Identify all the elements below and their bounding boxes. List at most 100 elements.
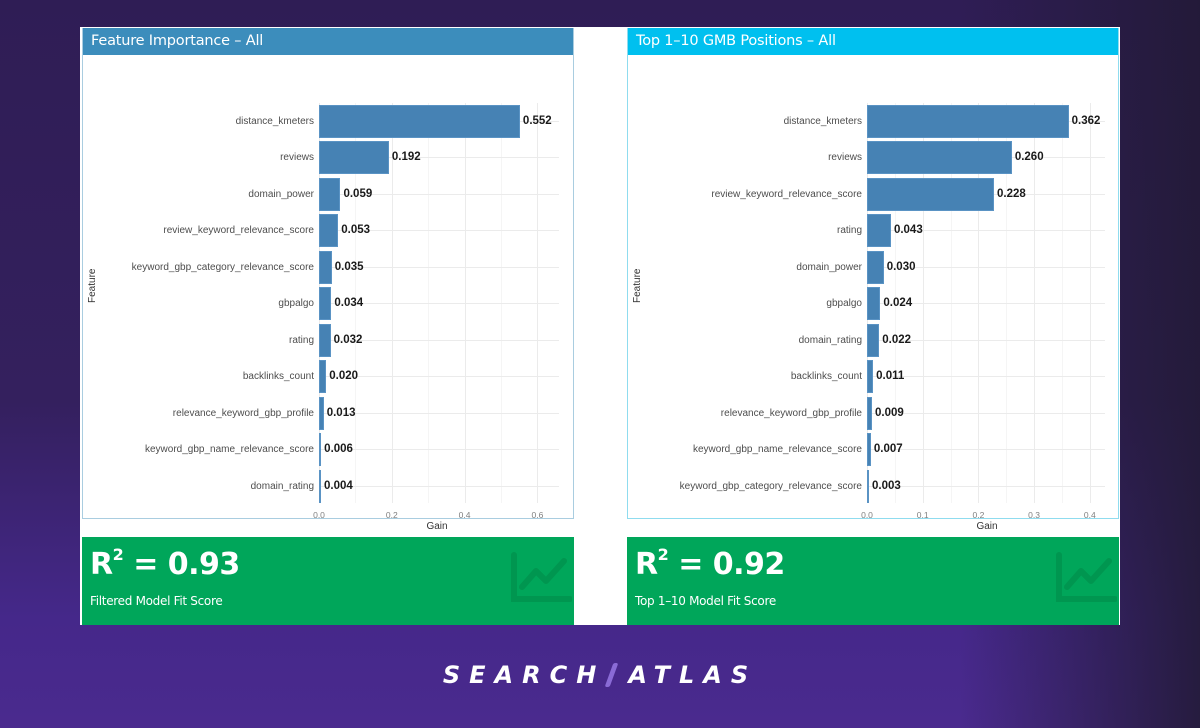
- bar: [867, 250, 884, 284]
- gridline: [319, 339, 559, 341]
- panel-title: Feature Importance – All: [83, 28, 573, 55]
- bar-value-label: 0.011: [876, 370, 905, 383]
- gridline: [1006, 103, 1008, 503]
- line-chart-icon: [1056, 552, 1117, 602]
- bar: [867, 141, 1012, 175]
- r-squared-value: R2 = 0.93: [90, 545, 240, 582]
- feature-label: reviews: [828, 152, 862, 164]
- gridline: [319, 266, 559, 268]
- bar-value-label: 0.009: [875, 406, 904, 419]
- bar-value-label: 0.006: [324, 443, 353, 456]
- search-atlas-logo: SEARCH ATLAS: [420, 660, 780, 690]
- bar: [867, 323, 880, 357]
- bar-value-label: 0.034: [334, 297, 364, 310]
- bar: [319, 469, 321, 503]
- bar: [319, 360, 327, 394]
- feature-label: relevance_keyword_gbp_profile: [720, 407, 862, 419]
- filtered-model-fit-box: R2 = 0.93 Filtered Model Fit Score: [82, 537, 574, 625]
- gridline: [319, 303, 559, 305]
- bar-value-label: 0.552: [522, 115, 552, 127]
- gridline: [537, 103, 539, 503]
- feature-label: relevance_keyword_gbp_profile: [172, 407, 314, 419]
- bar: [319, 287, 332, 321]
- x-tick-label: 0.1: [916, 510, 929, 520]
- gridline: [894, 103, 896, 503]
- logo-word-search: SEARCH: [442, 661, 606, 689]
- gridline: [319, 193, 559, 195]
- feature-label: rating: [288, 334, 314, 346]
- gridline: [867, 412, 1105, 414]
- gridline: [464, 103, 466, 503]
- bar: [319, 250, 332, 284]
- bar-value-label: 0.022: [882, 333, 912, 346]
- bar-value-label: 0.024: [883, 297, 913, 310]
- bar: [867, 214, 891, 248]
- gridline: [867, 339, 1105, 341]
- gridline: [501, 103, 502, 503]
- panel-title: Top 1–10 GMB Positions – All: [628, 28, 1118, 55]
- feature-label: review_keyword_relevance_score: [711, 188, 862, 200]
- feature-importance-panel: Feature Importance – All Feature Gain di…: [82, 28, 574, 532]
- gridline: [319, 412, 559, 414]
- gridline: [867, 303, 1105, 305]
- gridline: [1089, 103, 1091, 503]
- bar: [319, 323, 331, 357]
- bar-value-label: 0.260: [1014, 151, 1044, 164]
- bar: [867, 287, 881, 321]
- feature-label: rating: [836, 225, 862, 237]
- gridline: [867, 376, 1105, 378]
- gridline: [867, 266, 1105, 268]
- top10-model-fit-box: R2 = 0.92 Top 1–10 Model Fit Score: [627, 537, 1119, 625]
- bar-value-label: 0.007: [873, 443, 903, 456]
- feature-label: backlinks_count: [242, 371, 314, 383]
- feature-label: review_keyword_relevance_score: [163, 225, 314, 237]
- feature-label: distance_kmeters: [235, 116, 314, 127]
- bar-value-label: 0.020: [329, 370, 359, 383]
- bar: [867, 177, 994, 211]
- logo-word-atlas: ATLAS: [628, 661, 758, 689]
- feature-label: domain_power: [248, 188, 314, 200]
- bar-value-label: 0.053: [341, 224, 371, 237]
- bar: [867, 469, 869, 503]
- fit-score-label: Filtered Model Fit Score: [90, 594, 223, 608]
- bar-value-label: 0.043: [893, 224, 923, 237]
- x-tick-label: 0.2: [972, 510, 985, 520]
- bar-value-label: 0.192: [391, 151, 421, 164]
- feature-label: keyword_gbp_category_relevance_score: [679, 480, 862, 492]
- x-tick-label: 0.4: [458, 510, 471, 520]
- bar: [319, 105, 520, 138]
- logo-slash-icon: [604, 663, 619, 687]
- line-chart-icon: [511, 552, 572, 602]
- gridline: [355, 103, 357, 503]
- gridline: [319, 376, 559, 378]
- feature-label: keyword_gbp_name_relevance_score: [693, 444, 862, 456]
- bar-value-label: 0.013: [326, 406, 356, 419]
- bar: [319, 396, 324, 430]
- gridline: [319, 449, 559, 451]
- bar: [319, 433, 322, 467]
- feature-label: domain_power: [796, 261, 862, 273]
- gridline: [1061, 103, 1063, 503]
- feature-label: reviews: [280, 152, 314, 164]
- gridline: [319, 157, 559, 159]
- feature-label: gbpalgo: [826, 298, 862, 310]
- r-squared-value: R2 = 0.92: [635, 545, 785, 582]
- bar: [867, 360, 874, 394]
- x-axis-title: Gain: [976, 521, 998, 532]
- bar: [867, 433, 871, 467]
- gridline: [867, 485, 1105, 487]
- x-tick-label: 0.0: [313, 510, 325, 520]
- feature-importance-chart: Feature Gain distance_kmeters 0.552 review…: [83, 55, 573, 532]
- bar-value-label: 0.030: [886, 260, 916, 273]
- bar: [319, 177, 341, 211]
- feature-label: distance_kmeters: [783, 116, 862, 127]
- feature-label: keyword_gbp_category_relevance_score: [131, 261, 314, 273]
- bar: [867, 396, 872, 430]
- bar: [319, 214, 339, 248]
- gridline: [867, 449, 1105, 451]
- bar-value-label: 0.004: [324, 479, 353, 492]
- gridline: [428, 103, 430, 503]
- gridline: [391, 103, 393, 503]
- gridline: [867, 230, 1105, 232]
- gridline: [1034, 103, 1036, 503]
